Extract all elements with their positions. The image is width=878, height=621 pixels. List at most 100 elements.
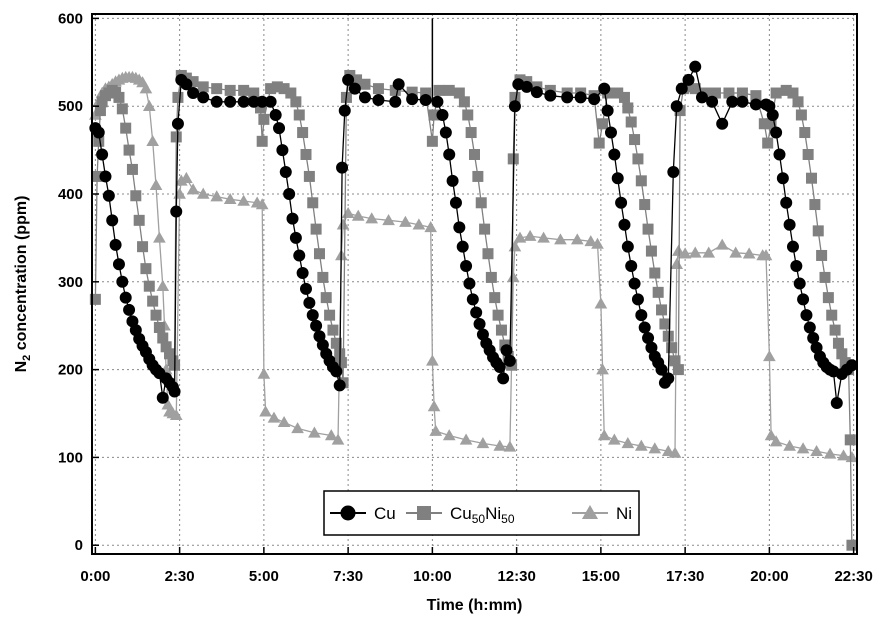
data-point-cu <box>276 144 289 157</box>
data-point-cu50ni50 <box>492 309 504 321</box>
data-point-cu50ni50 <box>93 135 105 147</box>
data-point-cu50ni50 <box>597 118 609 130</box>
data-point-cu50ni50 <box>682 81 694 93</box>
data-point-cu50ni50 <box>792 96 804 108</box>
data-point-ni <box>678 247 692 259</box>
legend: Cu Cu50Ni50 Ni <box>323 490 640 536</box>
data-point-ni <box>634 439 648 451</box>
data-point-cu <box>187 87 200 100</box>
x-tick-label: 0:00 <box>80 568 110 585</box>
data-point-ni <box>597 429 611 441</box>
data-point-cu <box>286 212 299 225</box>
data-point-ni <box>459 433 473 445</box>
data-point-cu50ni50 <box>669 355 681 367</box>
data-point-cu50ni50 <box>317 271 329 283</box>
data-point-cu50ni50 <box>310 223 322 235</box>
data-point-cu50ni50 <box>736 87 748 99</box>
data-point-cu <box>749 98 762 111</box>
data-point-cu <box>497 372 510 385</box>
data-point-cu50ni50 <box>285 87 297 99</box>
data-point-cu50ni50 <box>812 225 824 237</box>
data-point-cu50ni50 <box>278 83 290 95</box>
data-point-ni <box>259 405 272 417</box>
data-point-cu50ni50 <box>324 309 336 321</box>
data-point-ni <box>336 218 350 230</box>
x-tick-label: 17:30 <box>666 568 704 585</box>
data-point-cu50ni50 <box>806 172 818 184</box>
data-point-cu <box>628 277 641 290</box>
data-point-cu <box>460 260 473 272</box>
data-point-ni <box>554 233 567 245</box>
data-point-cu <box>170 205 183 218</box>
data-point-ni <box>331 433 345 445</box>
data-point-ni <box>277 415 291 428</box>
data-point-cu <box>625 260 638 272</box>
data-point-ni <box>267 411 281 423</box>
data-point-cu <box>493 360 506 373</box>
data-point-cu <box>453 221 466 234</box>
data-point-cu50ni50 <box>622 102 634 114</box>
data-point-cu50ni50 <box>255 102 267 114</box>
data-point-ni <box>688 246 702 258</box>
data-point-cu <box>716 117 729 130</box>
y-axis-title-prefix: N <box>13 361 30 373</box>
data-point-cu50ni50 <box>443 84 455 96</box>
data-point-cu50ni50 <box>137 241 149 253</box>
data-point-cu50ni50 <box>147 295 159 307</box>
data-point-ni <box>180 171 193 183</box>
data-point-cu50ni50 <box>224 84 236 96</box>
data-point-cu50ni50 <box>320 292 332 304</box>
data-point-cu <box>224 95 237 108</box>
data-point-cu <box>783 218 796 231</box>
data-point-cu50ni50 <box>723 87 735 99</box>
data-point-cu50ni50 <box>649 267 661 279</box>
data-point-ni <box>570 233 584 245</box>
data-point-ni <box>142 99 156 111</box>
data-point-ni <box>156 279 170 291</box>
axis-ticks: 0:00 2:30 5:00 7:30 10:00 12:30 15:00 17:30 20:0… <box>58 10 873 585</box>
data-point-cu50ni50 <box>187 76 199 88</box>
data-point-cu <box>520 80 533 93</box>
data-point-cu50ni50 <box>116 103 128 115</box>
data-point-cu <box>123 303 136 316</box>
data-point-ni <box>476 437 490 449</box>
data-point-cu50ni50 <box>420 87 432 99</box>
data-point-cu <box>443 148 456 161</box>
data-point-cu <box>330 365 343 378</box>
data-point-cu <box>618 218 631 231</box>
data-point-ni <box>668 446 682 458</box>
x-tick-label: 22:30 <box>834 568 872 585</box>
data-point-cu50ni50 <box>330 337 342 349</box>
data-point-cu50ni50 <box>458 96 470 108</box>
data-point-ni <box>742 247 756 259</box>
data-point-cu50ni50 <box>632 153 644 165</box>
data-point-cu <box>631 293 644 306</box>
data-point-ni <box>257 367 271 379</box>
data-point-ni <box>783 439 796 451</box>
data-point-cu50ni50 <box>787 87 799 99</box>
data-point-ni <box>621 437 635 449</box>
data-point-ni <box>426 354 439 366</box>
data-point-cu50ni50 <box>489 292 501 304</box>
data-point-cu <box>786 240 799 253</box>
data-point-cu <box>803 321 816 334</box>
data-point-cu50ni50 <box>846 539 858 551</box>
data-point-ni <box>608 433 621 445</box>
data-point-cu <box>436 108 449 121</box>
data-point-cu50ni50 <box>290 96 302 108</box>
data-point-ni <box>427 400 441 412</box>
data-point-cu <box>635 309 648 322</box>
data-point-ni <box>506 271 520 283</box>
data-point-cu <box>446 174 459 187</box>
data-point-cu <box>675 82 688 95</box>
data-point-cu <box>333 379 346 392</box>
legend-label: Cu50Ni50 <box>450 504 515 526</box>
data-point-cu <box>389 95 402 108</box>
data-point-ni <box>584 235 598 247</box>
data-point-cu50ni50 <box>126 163 138 175</box>
y-tick-label: 500 <box>58 98 83 115</box>
data-point-cu50ni50 <box>750 90 762 102</box>
data-point-cu50ni50 <box>659 318 671 330</box>
data-point-ni <box>513 231 527 243</box>
